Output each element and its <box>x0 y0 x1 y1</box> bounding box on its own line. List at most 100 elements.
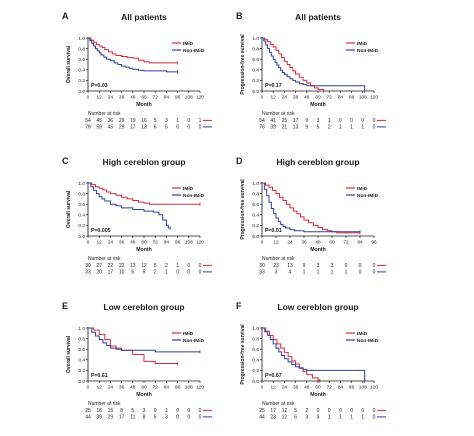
risk-value: 2 <box>154 270 157 276</box>
risk-value: 0 <box>339 118 342 124</box>
risk-value: 0 <box>361 408 364 414</box>
risk-value: 1 <box>176 263 179 269</box>
y-axis-label: Overall survival <box>66 335 72 373</box>
y-tick-label: 0.0 <box>252 89 259 95</box>
panel-title: All patients <box>295 12 341 22</box>
risk-value: 2 <box>165 263 168 269</box>
panel-title: High cereblon group <box>276 157 359 167</box>
x-tick-label: 48 <box>130 95 136 101</box>
risk-value: 59 <box>96 125 102 131</box>
risk-value: 0 <box>199 408 202 414</box>
risk-value: 1 <box>199 118 202 124</box>
risk-value: 3 <box>331 263 334 269</box>
x-tick-label: 24 <box>108 240 114 246</box>
y-tick-label: 0.8 <box>252 46 259 52</box>
x-tick-label: 12 <box>271 385 277 391</box>
x-tick-label: 60 <box>141 240 147 246</box>
risk-value: 3 <box>275 270 278 276</box>
x-tick-label: 36 <box>119 240 125 246</box>
x-tick-label: 72 <box>153 385 159 391</box>
risk-value: 17 <box>108 270 114 276</box>
risk-value: 0 <box>187 118 190 124</box>
x-tick-label: 36 <box>293 385 299 391</box>
risk-value: 36 <box>108 118 114 124</box>
risk-value: 9 <box>305 118 308 124</box>
y-tick-label: 1.0 <box>78 36 85 42</box>
risk-value: 0 <box>176 125 179 131</box>
legend-label: Non-IMiD <box>357 193 379 199</box>
x-tick-label: 120 <box>196 385 204 391</box>
x-tick-label: 108 <box>185 95 193 101</box>
risk-value: 29 <box>119 125 125 131</box>
y-tick-label: 0.2 <box>78 223 85 229</box>
x-tick-label: 0 <box>87 95 90 101</box>
series-line-imid <box>262 327 321 381</box>
y-tick-label: 1.0 <box>252 326 259 332</box>
risk-value: 12 <box>282 408 288 414</box>
x-tick-label: 96 <box>175 385 181 391</box>
risk-value: 0 <box>339 408 342 414</box>
p-value: P=0.17 <box>265 83 282 89</box>
y-tick-label: 0.2 <box>78 368 85 374</box>
y-tick-label: 0.0 <box>252 379 259 385</box>
x-tick-label: 108 <box>185 385 193 391</box>
risk-value: 19 <box>130 118 136 124</box>
legend-label: IMiD <box>183 186 194 192</box>
x-tick-label: 60 <box>315 95 321 101</box>
risk-value: 54 <box>259 118 265 124</box>
panel-letter: C <box>62 156 69 166</box>
y-tick-label: 0.4 <box>252 358 259 364</box>
risk-value: 20 <box>96 270 102 276</box>
risk-value: 0 <box>187 125 190 131</box>
y-tick-label: 0.4 <box>252 213 259 219</box>
risk-value: 39 <box>270 125 276 131</box>
y-tick-label: 0.4 <box>252 68 259 74</box>
legend-label: Non-IMiD <box>183 48 205 54</box>
risk-value: 0 <box>373 263 376 269</box>
panel-letter: B <box>236 11 243 21</box>
y-tick-label: 1.0 <box>78 326 85 332</box>
panel-c: C High cereblon group 0.0 0.2 0.4 0.6 0.8 1.0 Ov… <box>62 156 212 276</box>
x-tick-label: 12 <box>271 95 277 101</box>
x-tick-label: 72 <box>327 95 333 101</box>
panel-letter: F <box>236 301 242 311</box>
p-value: P=0.61 <box>91 373 108 379</box>
x-tick-label: 96 <box>371 240 377 246</box>
y-tick-label: 0.4 <box>78 213 85 219</box>
x-tick-label: 60 <box>141 385 147 391</box>
risk-value: 4 <box>289 270 292 276</box>
x-tick-label: 72 <box>343 240 349 246</box>
legend-label: Non-IMiD <box>183 338 205 344</box>
risk-value: 9 <box>303 263 306 269</box>
risk-value: 1 <box>331 270 334 276</box>
legend-label: IMiD <box>357 186 368 192</box>
risk-value: 13 <box>293 125 299 131</box>
x-tick-label: 60 <box>141 95 147 101</box>
x-tick-label: 48 <box>304 95 310 101</box>
risk-value: 5 <box>154 415 157 421</box>
x-tick-label: 84 <box>338 385 344 391</box>
y-tick-label: 0.2 <box>252 78 259 84</box>
x-tick-label: 36 <box>301 240 307 246</box>
risk-value: 5 <box>154 263 157 269</box>
risk-value: 0 <box>359 270 362 276</box>
x-tick-label: 108 <box>185 240 193 246</box>
risk-value: 1 <box>176 118 179 124</box>
panel-title: All patients <box>121 12 167 22</box>
legend-label: IMiD <box>357 331 368 337</box>
risk-value: 1 <box>350 125 353 131</box>
panel-title: Low cereblon group <box>103 302 184 312</box>
y-tick-label: 1.0 <box>78 181 85 187</box>
x-axis-label: Month <box>136 392 152 398</box>
legend-label: IMiD <box>357 41 368 47</box>
y-axis-label: Progression-free survival <box>240 34 246 95</box>
risk-value: 16 <box>96 408 102 414</box>
x-tick-label: 24 <box>282 95 288 101</box>
y-tick-label: 0.0 <box>252 234 259 240</box>
series-line-non-imid <box>88 182 171 229</box>
risk-value: 3 <box>165 415 168 421</box>
risk-value: 16 <box>141 118 147 124</box>
risk-value: 22 <box>119 263 125 269</box>
risk-value: 0 <box>199 270 202 276</box>
risk-value: 0 <box>187 408 190 414</box>
